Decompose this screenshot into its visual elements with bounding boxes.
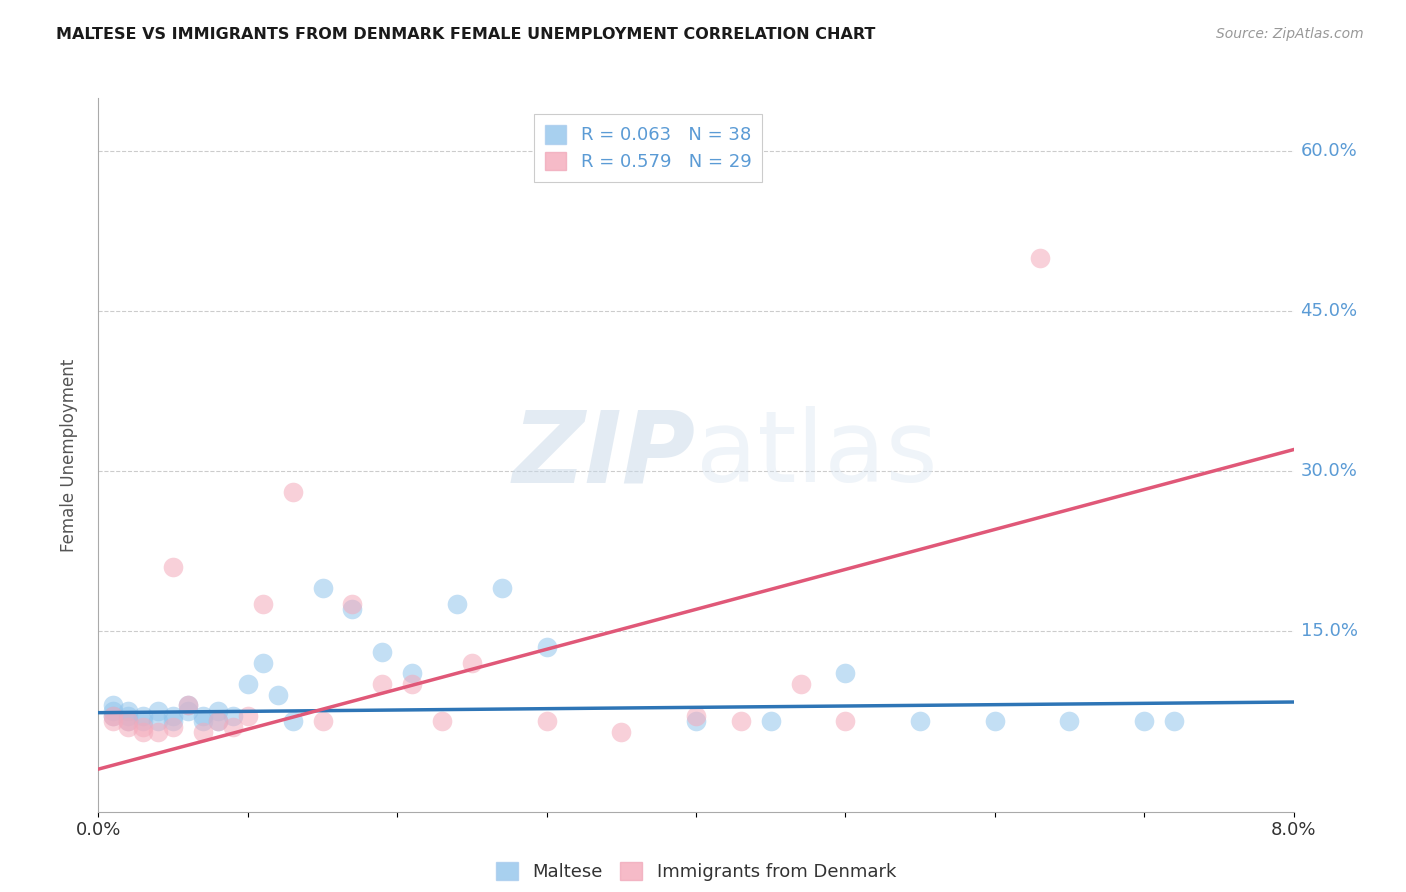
Point (252, 597, 274, 611)
Point (1059, 714, 1081, 729)
Text: atlas: atlas (696, 407, 938, 503)
Text: 60.0%: 60.0% (1301, 143, 1357, 161)
Point (132, 714, 155, 729)
Point (281, 485, 304, 500)
Point (461, 656, 484, 670)
Point (132, 719, 155, 733)
Point (117, 719, 139, 733)
Text: 15.0%: 15.0% (1301, 622, 1358, 640)
Point (148, 714, 170, 729)
Point (117, 709, 139, 723)
Point (342, 597, 364, 611)
Point (177, 698, 200, 713)
Point (610, 724, 633, 739)
Point (834, 714, 856, 729)
Point (207, 704, 229, 718)
Point (1028, 251, 1050, 265)
Point (177, 698, 200, 713)
Point (267, 688, 290, 702)
Point (117, 704, 139, 718)
Text: 45.0%: 45.0% (1301, 302, 1358, 320)
Point (162, 714, 184, 729)
Point (191, 709, 214, 723)
Point (401, 677, 423, 691)
Text: Source: ZipAtlas.com: Source: ZipAtlas.com (1216, 27, 1364, 41)
Point (117, 714, 139, 729)
Point (207, 714, 229, 729)
Point (252, 656, 274, 670)
Point (132, 709, 155, 723)
Text: ZIP: ZIP (513, 407, 696, 503)
Point (311, 581, 333, 595)
Point (103, 704, 125, 718)
Point (730, 714, 752, 729)
Point (834, 666, 856, 681)
Y-axis label: Female Unemployment: Female Unemployment (59, 359, 77, 551)
Point (162, 709, 184, 723)
Point (281, 714, 304, 729)
Point (685, 714, 707, 729)
Point (177, 704, 200, 718)
Text: 30.0%: 30.0% (1301, 462, 1357, 480)
Point (103, 709, 125, 723)
Point (371, 677, 394, 691)
Point (103, 698, 125, 713)
Point (685, 709, 707, 723)
Point (191, 714, 214, 729)
Point (236, 677, 259, 691)
Point (908, 714, 931, 729)
Point (983, 714, 1005, 729)
Point (191, 724, 214, 739)
Point (1163, 714, 1185, 729)
Point (311, 714, 333, 729)
Point (759, 714, 782, 729)
Point (222, 719, 245, 733)
Point (162, 559, 184, 574)
Point (342, 602, 364, 616)
Point (132, 724, 155, 739)
Point (103, 714, 125, 729)
Legend: Maltese, Immigrants from Denmark: Maltese, Immigrants from Denmark (489, 855, 903, 888)
Point (430, 714, 453, 729)
Point (401, 666, 423, 681)
Text: MALTESE VS IMMIGRANTS FROM DENMARK FEMALE UNEMPLOYMENT CORRELATION CHART: MALTESE VS IMMIGRANTS FROM DENMARK FEMAL… (56, 27, 876, 42)
Point (536, 640, 558, 654)
Point (446, 597, 468, 611)
Point (789, 677, 811, 691)
Point (222, 709, 245, 723)
Point (491, 581, 513, 595)
Point (162, 719, 184, 733)
Point (536, 714, 558, 729)
Point (1133, 714, 1156, 729)
Point (207, 714, 229, 729)
Point (117, 714, 139, 729)
Point (236, 709, 259, 723)
Point (148, 704, 170, 718)
Point (371, 645, 394, 659)
Point (148, 724, 170, 739)
Point (103, 709, 125, 723)
